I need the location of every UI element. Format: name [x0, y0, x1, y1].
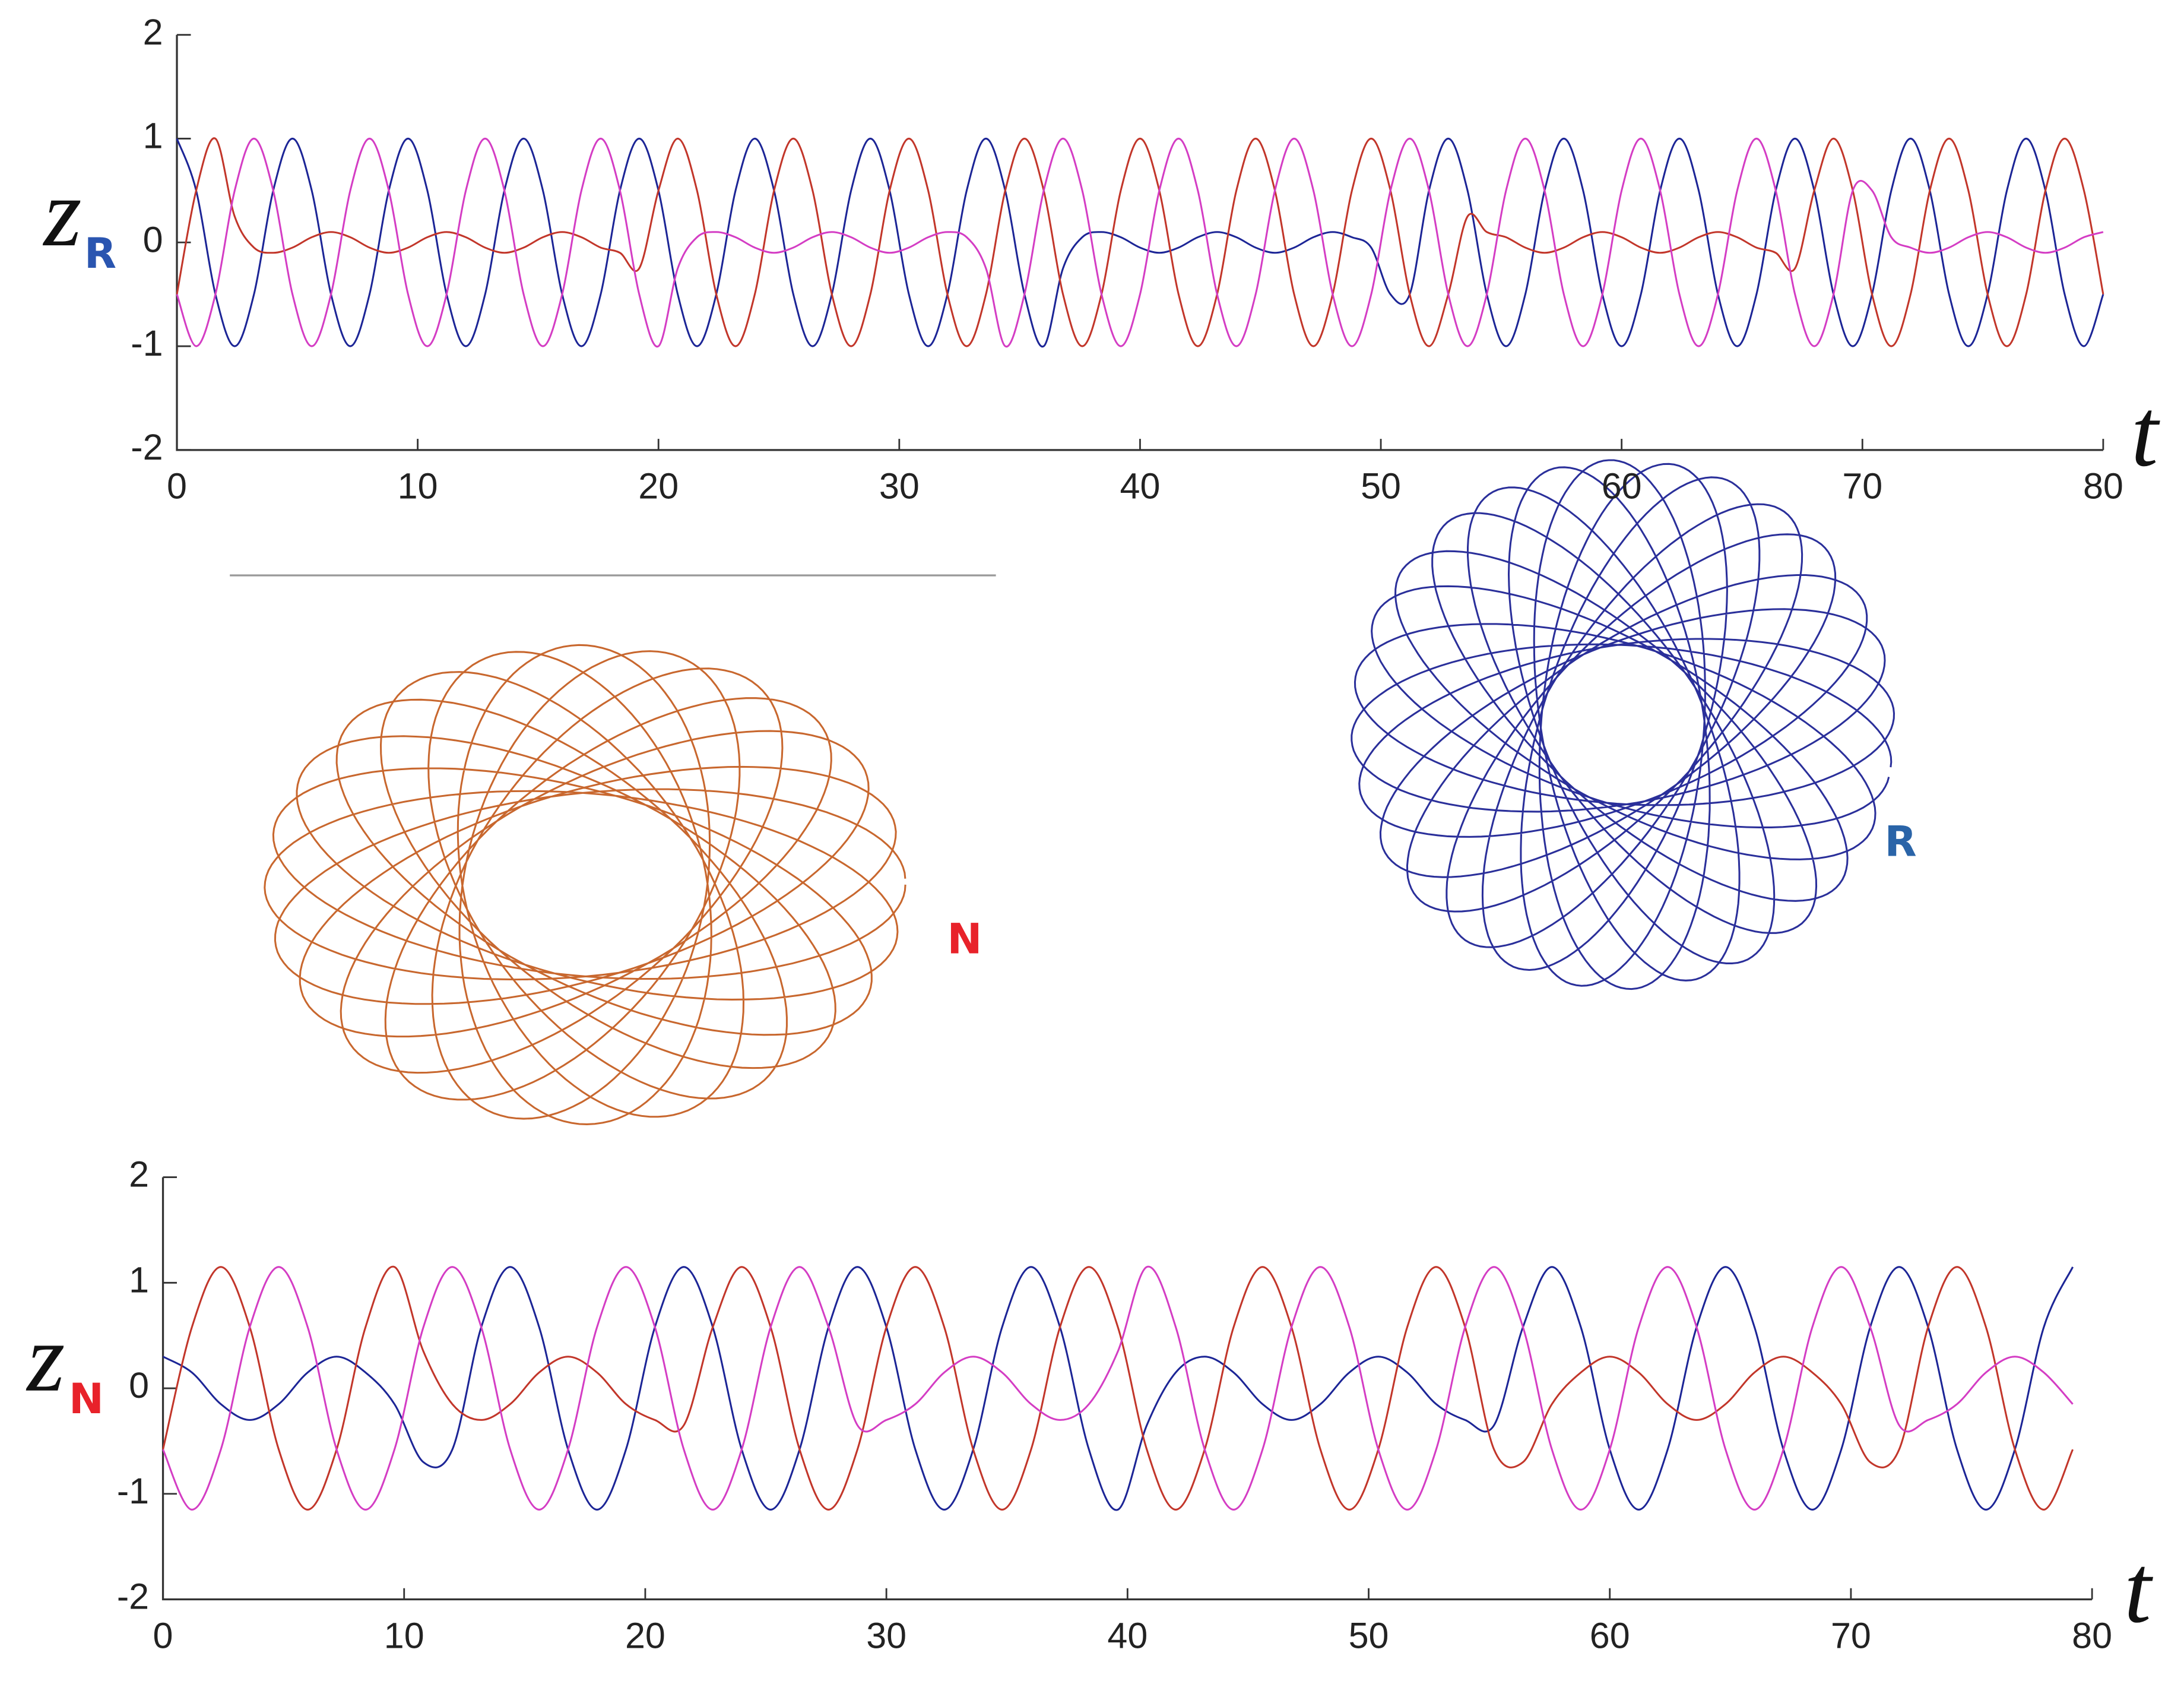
x-tick-label: 70 — [1842, 466, 1882, 506]
x-tick-label: 70 — [1831, 1615, 1871, 1655]
x-tick-label: 40 — [1107, 1615, 1148, 1655]
x-tick-label: 20 — [625, 1615, 665, 1655]
y-tick-label: 1 — [129, 1259, 149, 1300]
x-tick-label: 80 — [2083, 466, 2123, 506]
y-tick-label: 0 — [143, 219, 163, 259]
series-line — [162, 1265, 2074, 1511]
x-tick-label: 60 — [1590, 1615, 1630, 1655]
x-axis-label: t — [2124, 1535, 2153, 1643]
y-axis-label: z — [43, 159, 82, 267]
orbit-n — [264, 644, 906, 1125]
x-tick-label: 10 — [384, 1615, 424, 1655]
y-axis-label-subscript: N — [69, 1375, 104, 1423]
orbit-r — [1351, 459, 1895, 990]
orbit-label-r: R — [1885, 817, 1917, 866]
x-tick-label: 0 — [153, 1615, 173, 1655]
x-tick-label: 0 — [167, 466, 187, 506]
y-tick-label: -1 — [131, 323, 163, 363]
y-tick-label: 1 — [143, 116, 163, 156]
x-tick-label: 30 — [866, 1615, 906, 1655]
x-tick-label: 20 — [638, 466, 679, 506]
y-tick-label: -2 — [131, 427, 163, 467]
axes — [161, 1177, 2093, 1601]
x-tick-label: 60 — [1602, 466, 1642, 506]
x-tick-label: 80 — [2072, 1615, 2112, 1655]
series-line — [176, 137, 2104, 348]
x-tick-label: 30 — [879, 466, 920, 506]
y-axis-label-subscript: R — [84, 229, 116, 278]
series-line — [176, 137, 2104, 347]
y-tick-label: 0 — [129, 1365, 149, 1405]
x-tick-label: 50 — [1349, 1615, 1389, 1655]
y-tick-label: -2 — [117, 1576, 149, 1617]
y-tick-label: 2 — [143, 12, 163, 52]
orbit-plots — [264, 459, 1895, 1125]
series-line — [162, 1266, 2074, 1511]
y-tick-label: 2 — [129, 1154, 149, 1195]
x-tick-label: 40 — [1120, 466, 1161, 506]
orbit-label-n: N — [947, 915, 982, 964]
series-line — [162, 1265, 2074, 1511]
axes — [176, 34, 2103, 451]
x-axis-label: t — [2131, 379, 2160, 487]
series-line — [176, 137, 2104, 348]
x-tick-label: 50 — [1361, 466, 1401, 506]
x-tick-label: 10 — [398, 466, 438, 506]
y-tick-label: -1 — [117, 1471, 149, 1511]
y-axis-label: z — [26, 1304, 65, 1412]
